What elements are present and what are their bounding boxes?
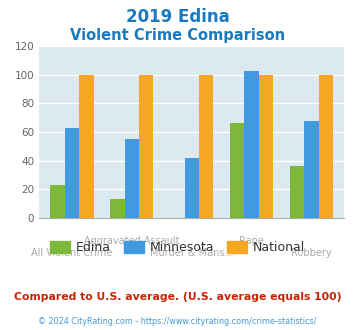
Text: 2019 Edina: 2019 Edina: [126, 8, 229, 26]
Bar: [185, 158, 199, 218]
Bar: [50, 185, 65, 218]
Text: © 2024 CityRating.com - https://www.cityrating.com/crime-statistics/: © 2024 CityRating.com - https://www.city…: [38, 317, 317, 326]
Legend: Edina, Minnesota, National: Edina, Minnesota, National: [45, 236, 310, 259]
Bar: [304, 120, 318, 218]
Bar: [318, 75, 333, 218]
Bar: [79, 75, 93, 218]
Bar: [259, 75, 273, 218]
Bar: [110, 199, 125, 218]
Bar: [199, 75, 213, 218]
Text: Violent Crime Comparison: Violent Crime Comparison: [70, 28, 285, 43]
Bar: [230, 123, 244, 218]
Bar: [65, 128, 79, 218]
Text: All Violent Crime: All Violent Crime: [31, 248, 113, 258]
Text: Murder & Mans...: Murder & Mans...: [150, 248, 234, 258]
Bar: [139, 75, 153, 218]
Text: Compared to U.S. average. (U.S. average equals 100): Compared to U.S. average. (U.S. average …: [14, 292, 341, 302]
Text: Robbery: Robbery: [291, 248, 332, 258]
Bar: [290, 166, 304, 218]
Text: Rape: Rape: [239, 236, 264, 246]
Text: Aggravated Assault: Aggravated Assault: [84, 236, 180, 246]
Bar: [244, 71, 259, 218]
Bar: [125, 139, 139, 218]
